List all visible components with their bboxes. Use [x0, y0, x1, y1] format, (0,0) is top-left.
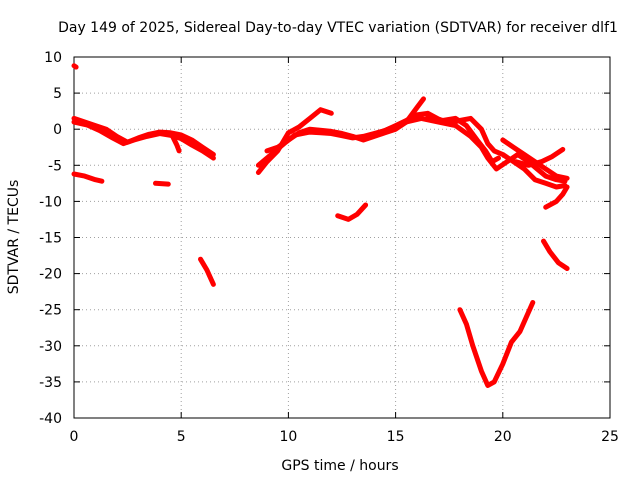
- data-series-s3: [71, 119, 216, 161]
- y-tick-label: -15: [39, 231, 62, 247]
- y-tick-label: -10: [39, 194, 62, 210]
- y-tick-label: 5: [53, 86, 62, 102]
- x-axis-label: GPS time / hours: [281, 458, 398, 474]
- x-tick-label: 25: [601, 429, 619, 445]
- y-tick-label: 0: [53, 122, 62, 138]
- data-series-s6: [170, 133, 182, 154]
- chart-title: Day 149 of 2025, Sidereal Day-to-day VTE…: [58, 20, 618, 36]
- y-tick-labels: 10 5 0 -5 -10 -15 -20 -25 -30 -35 -40: [39, 50, 62, 427]
- data-series-s12: [425, 113, 501, 165]
- data-series-s5: [153, 180, 171, 187]
- grid-lines: [74, 57, 610, 418]
- axis-ticks: [73, 56, 611, 419]
- y-axis-label: SDTVAR / TECUs: [6, 180, 22, 295]
- data-series-s8: [255, 107, 334, 175]
- data-series-s1: [71, 63, 79, 70]
- y-tick-label: -5: [48, 158, 62, 174]
- x-tick-label: 10: [279, 429, 297, 445]
- y-tick-label: -20: [39, 267, 62, 283]
- y-tick-label: -30: [39, 339, 62, 355]
- x-tick-label: 20: [494, 429, 512, 445]
- data-traces: [71, 63, 570, 388]
- data-series-s18: [457, 300, 536, 388]
- x-tick-label: 15: [387, 429, 405, 445]
- x-tick-label: 5: [177, 429, 186, 445]
- data-series-s16: [335, 202, 369, 222]
- data-series-s4: [71, 171, 105, 184]
- x-tick-labels: 0 5 10 15 20 25: [70, 429, 619, 445]
- data-series-s7: [198, 256, 216, 287]
- y-tick-label: 10: [44, 50, 62, 66]
- data-series-s17: [541, 238, 570, 271]
- y-tick-label: -40: [39, 411, 62, 427]
- y-tick-label: -25: [39, 303, 62, 319]
- y-tick-label: -35: [39, 375, 62, 391]
- data-series-s15: [543, 184, 570, 210]
- x-tick-label: 0: [70, 429, 79, 445]
- data-series-s14: [513, 146, 566, 168]
